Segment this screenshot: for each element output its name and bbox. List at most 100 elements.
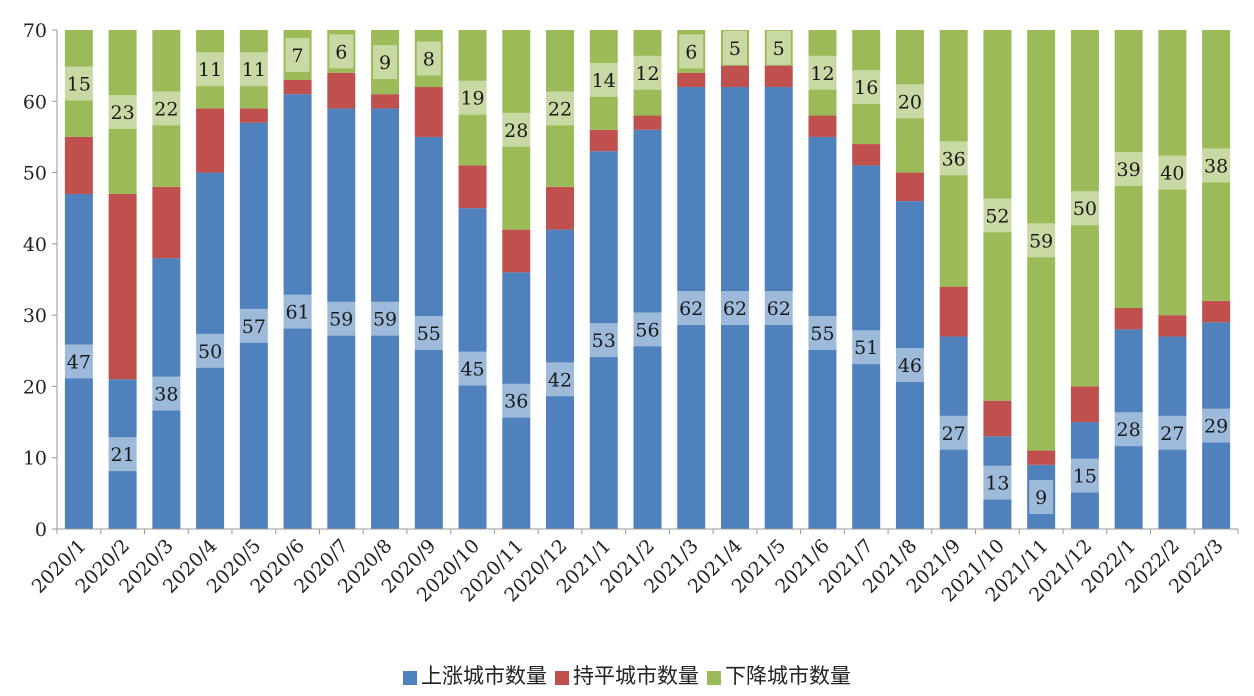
data-label-box xyxy=(936,141,971,176)
data-label: 40 xyxy=(1160,163,1184,185)
bar-segment xyxy=(808,30,837,116)
y-tick-label: 30 xyxy=(23,305,47,327)
data-label-box xyxy=(368,301,403,336)
y-tick-label: 70 xyxy=(23,20,47,42)
bar-segment xyxy=(895,172,924,202)
data-label: 5 xyxy=(773,38,785,60)
data-label-box xyxy=(373,45,398,80)
bar-segment xyxy=(895,30,924,173)
bar-segment xyxy=(1202,322,1231,529)
bar-segment xyxy=(1114,329,1143,529)
data-label-box xyxy=(236,308,271,343)
legend-item: 下降城市数量 xyxy=(707,660,851,690)
bar-group xyxy=(64,30,1231,530)
data-label: 59 xyxy=(373,309,397,331)
y-tick-label: 50 xyxy=(23,163,47,185)
data-label: 15 xyxy=(1073,466,1097,488)
bar-segment xyxy=(283,79,312,95)
bar-segment xyxy=(64,193,93,529)
data-label: 38 xyxy=(1204,155,1228,177)
legend-swatch xyxy=(707,670,721,685)
data-label: 9 xyxy=(1035,487,1047,509)
bar-segment xyxy=(983,436,1012,529)
bar-segment xyxy=(327,108,356,530)
bar-segment xyxy=(1070,422,1099,529)
bar-segment xyxy=(1202,300,1231,323)
y-tick-label: 20 xyxy=(23,376,47,398)
data-label: 9 xyxy=(379,52,391,74)
bar-segment xyxy=(502,229,531,273)
bar-segment xyxy=(108,30,137,194)
bar-segment xyxy=(371,94,400,109)
data-label: 14 xyxy=(592,70,616,92)
bar-segment xyxy=(1158,30,1187,316)
data-label: 29 xyxy=(1204,416,1228,438)
data-label-box xyxy=(416,41,441,76)
data-label: 6 xyxy=(335,41,347,63)
stacked-bar-chart: 0 10 20 30 40 50 60 70 47 15 21 23 38 22 50 11 57 11 61 7 5… xyxy=(23,20,1239,606)
bar-segment xyxy=(895,201,924,530)
data-label: 6 xyxy=(685,41,697,63)
bar-segment xyxy=(196,172,225,530)
data-label: 55 xyxy=(810,323,834,345)
data-label-box xyxy=(105,94,140,129)
bar-segment xyxy=(852,165,881,529)
bar-segment xyxy=(633,115,662,130)
data-label: 16 xyxy=(854,77,878,99)
bar-segment xyxy=(852,144,881,166)
data-label: 13 xyxy=(985,473,1009,495)
legend-label: 下降城市数量 xyxy=(725,664,851,688)
data-label-box xyxy=(1199,408,1234,443)
bar-segment xyxy=(939,336,968,529)
legend-item: 持平城市数量 xyxy=(555,660,699,690)
data-label-box xyxy=(455,80,490,115)
legend-item: 上涨城市数量 xyxy=(403,660,547,690)
data-label: 47 xyxy=(67,351,91,373)
bar-segment xyxy=(852,30,881,145)
data-label-box xyxy=(411,315,446,350)
bar-segment xyxy=(764,87,793,530)
bar-segment xyxy=(1202,30,1231,301)
data-label-box xyxy=(1155,155,1190,190)
bar-segment xyxy=(371,108,400,530)
bar-segment xyxy=(239,108,268,123)
data-label-box xyxy=(285,37,310,72)
data-label: 38 xyxy=(154,384,178,406)
bar-segment xyxy=(1158,315,1187,337)
data-label-box xyxy=(149,91,184,126)
data-label: 39 xyxy=(1117,159,1141,181)
bar-segment xyxy=(808,136,837,529)
data-label-box xyxy=(149,376,184,411)
data-label: 19 xyxy=(460,88,484,110)
y-axis: 0 10 20 30 40 50 60 70 xyxy=(23,20,58,541)
bar-segment xyxy=(720,87,749,530)
data-label: 7 xyxy=(292,45,304,67)
bar-segment xyxy=(1027,464,1056,529)
data-label: 42 xyxy=(548,369,572,391)
data-label: 57 xyxy=(242,316,266,338)
data-label-box xyxy=(674,291,709,326)
data-label-box xyxy=(499,383,534,418)
data-label-box xyxy=(717,291,752,326)
y-tick-label: 60 xyxy=(23,91,47,113)
data-label: 50 xyxy=(1073,198,1097,220)
bar-segment xyxy=(633,30,662,116)
data-label-box xyxy=(61,344,96,379)
data-label: 46 xyxy=(898,355,922,377)
bar-segment xyxy=(502,272,531,529)
data-label: 50 xyxy=(198,341,222,363)
data-label-box xyxy=(892,348,927,383)
bar-segment xyxy=(414,87,443,137)
data-label-box xyxy=(980,198,1015,233)
data-label: 62 xyxy=(679,298,703,320)
data-label-box xyxy=(805,55,840,90)
data-label-box xyxy=(499,112,534,147)
bar-segment xyxy=(152,186,181,259)
bar-segment xyxy=(983,400,1012,437)
data-label: 11 xyxy=(242,59,266,81)
data-label: 62 xyxy=(723,298,747,320)
bar-segment xyxy=(1114,30,1143,309)
bar-segment xyxy=(458,30,487,166)
bar-segment xyxy=(546,186,575,230)
y-tick-label: 40 xyxy=(23,234,47,256)
